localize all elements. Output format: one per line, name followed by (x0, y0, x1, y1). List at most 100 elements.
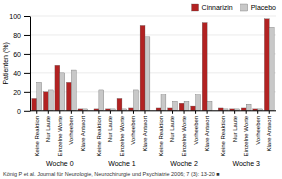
x-tick-label: Nur Laute (169, 115, 175, 142)
chart: 0 20 40 60 80 100 Keine Reaktion Nur Laute Einze… (0, 0, 282, 179)
grid-line (30, 34, 276, 35)
x-tick: Klare Antwort (266, 111, 272, 152)
bar (133, 90, 138, 111)
y-tick-mark (24, 35, 30, 36)
x-axis: Keine Reaktion Nur Laute Einzelne Worte Vor… (34, 111, 86, 157)
x-tick: Nur Laute (45, 111, 51, 142)
y-tick-label: 60 (13, 51, 21, 58)
grid-line (30, 72, 276, 73)
bar (191, 106, 196, 111)
x-tick: Einzelne Worte (181, 111, 187, 157)
y-tick-label: 100 (9, 13, 21, 20)
series (37, 27, 274, 110)
x-tick-label: Nur Laute (45, 115, 51, 142)
y-tick: 40 (13, 70, 30, 77)
x-tick: Nur Laute (169, 111, 175, 142)
x-axis: Keine Reaktion Nur Laute Einzelne Worte Vor… (220, 111, 272, 157)
legend-swatch (192, 4, 199, 11)
grid-line (30, 53, 276, 54)
x-tick: Vorheeben (130, 111, 136, 145)
x-tick-label: Klare Antwort (204, 115, 210, 151)
bar (48, 90, 53, 111)
x-tick-label: Vorheeben (68, 116, 74, 145)
legend-swatch (241, 4, 248, 11)
bar (246, 104, 251, 111)
x-tick-label: Einzelne Worte (119, 115, 125, 156)
y-tick-mark (24, 111, 30, 112)
caption: König P et al. Journal für Neurologie, N… (3, 171, 220, 177)
x-tick-label: Keine Reaktion (220, 116, 226, 157)
y-tick: 0 (17, 108, 30, 115)
x-axis: Keine Reaktion Nur Laute Einzelne Worte Vor… (96, 111, 148, 157)
bar (269, 27, 274, 110)
x-tick: Klare Antwort (80, 111, 86, 152)
x-tick-label: Einzelne Worte (57, 115, 63, 156)
group-label: Woche 3 (232, 160, 260, 167)
x-tick: Keine Reaktion (34, 111, 40, 157)
bar (140, 25, 145, 110)
x-tick: Vorheeben (193, 111, 199, 145)
bar (37, 82, 42, 110)
x-axis: Keine Reaktion Nur Laute Einzelne Worte Vor… (158, 111, 210, 157)
bar (173, 101, 178, 110)
y-tick: 20 (13, 89, 30, 96)
y-axis: 0 20 40 60 80 100 (9, 13, 30, 115)
x-tick-label: Klare Antwort (266, 115, 272, 151)
x-tick: Einzelne Worte (57, 111, 63, 157)
x-tick: Einzelne Worte (243, 111, 249, 157)
bar (179, 103, 184, 111)
bar (55, 65, 60, 111)
y-axis-title: Patienten (%) (2, 42, 10, 84)
x-tick: Keine Reaktion (96, 111, 102, 157)
legend-item: Cinnarizin (192, 4, 233, 11)
y-tick-mark (24, 92, 30, 93)
y-tick-label: 0 (17, 108, 21, 115)
x-tick-label: Keine Reaktion (158, 116, 164, 157)
grid-line (30, 16, 276, 17)
bar (71, 70, 76, 111)
bars (32, 19, 274, 111)
bar (202, 23, 207, 111)
x-tick-label: Nur Laute (232, 115, 238, 142)
grid-line (30, 110, 276, 111)
plot-area: 0 20 40 60 80 100 Keine Reaktion Nur Laute Einze… (9, 13, 276, 157)
bar (66, 82, 71, 110)
x-tick-label: Vorheeben (193, 116, 199, 145)
y-axis-line (30, 17, 31, 112)
x-tick: Nur Laute (107, 111, 113, 142)
x-tick-label: Vorheeben (255, 116, 261, 145)
legend-item: Placebo (241, 4, 276, 11)
group-label: Woche 0 (46, 160, 74, 167)
y-tick-mark (24, 16, 30, 17)
x-tick: Vorheeben (68, 111, 74, 145)
y-tick: 80 (13, 32, 30, 39)
x-tick: Keine Reaktion (220, 111, 226, 157)
bar (184, 101, 189, 110)
x-tick-label: Vorheeben (130, 116, 136, 145)
y-tick-label: 20 (13, 89, 21, 96)
y-tick: 100 (9, 13, 30, 20)
y-tick-label: 80 (13, 32, 21, 39)
x-tick: Nur Laute (232, 111, 238, 142)
x-tick-label: Einzelne Worte (181, 115, 187, 156)
x-tick: Klare Antwort (142, 111, 148, 152)
grid (30, 16, 276, 111)
y-tick-label: 40 (13, 70, 21, 77)
x-tick-label: Keine Reaktion (96, 116, 102, 157)
series (32, 19, 269, 111)
bar (145, 37, 150, 111)
y-tick: 60 (13, 51, 30, 58)
x-tick: Keine Reaktion (158, 111, 164, 157)
bar (207, 101, 212, 110)
x-tick-label: Klare Antwort (80, 115, 86, 151)
x-tick-label: Nur Laute (107, 115, 113, 142)
y-tick-mark (24, 73, 30, 74)
x-tick: Vorheeben (255, 111, 261, 145)
bar (161, 95, 166, 111)
x-tick-label: Keine Reaktion (34, 116, 40, 157)
x-tick-label: Klare Antwort (142, 115, 148, 151)
bar (196, 95, 201, 111)
bar (43, 92, 48, 111)
x-tick-label: Einzelne Worte (243, 115, 249, 156)
group-label: Woche 1 (108, 160, 136, 167)
